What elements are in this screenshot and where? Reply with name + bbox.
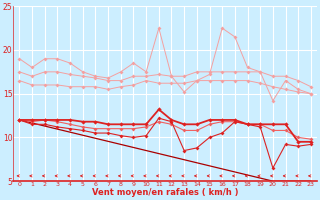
X-axis label: Vent moyen/en rafales ( km/h ): Vent moyen/en rafales ( km/h ) (92, 188, 238, 197)
